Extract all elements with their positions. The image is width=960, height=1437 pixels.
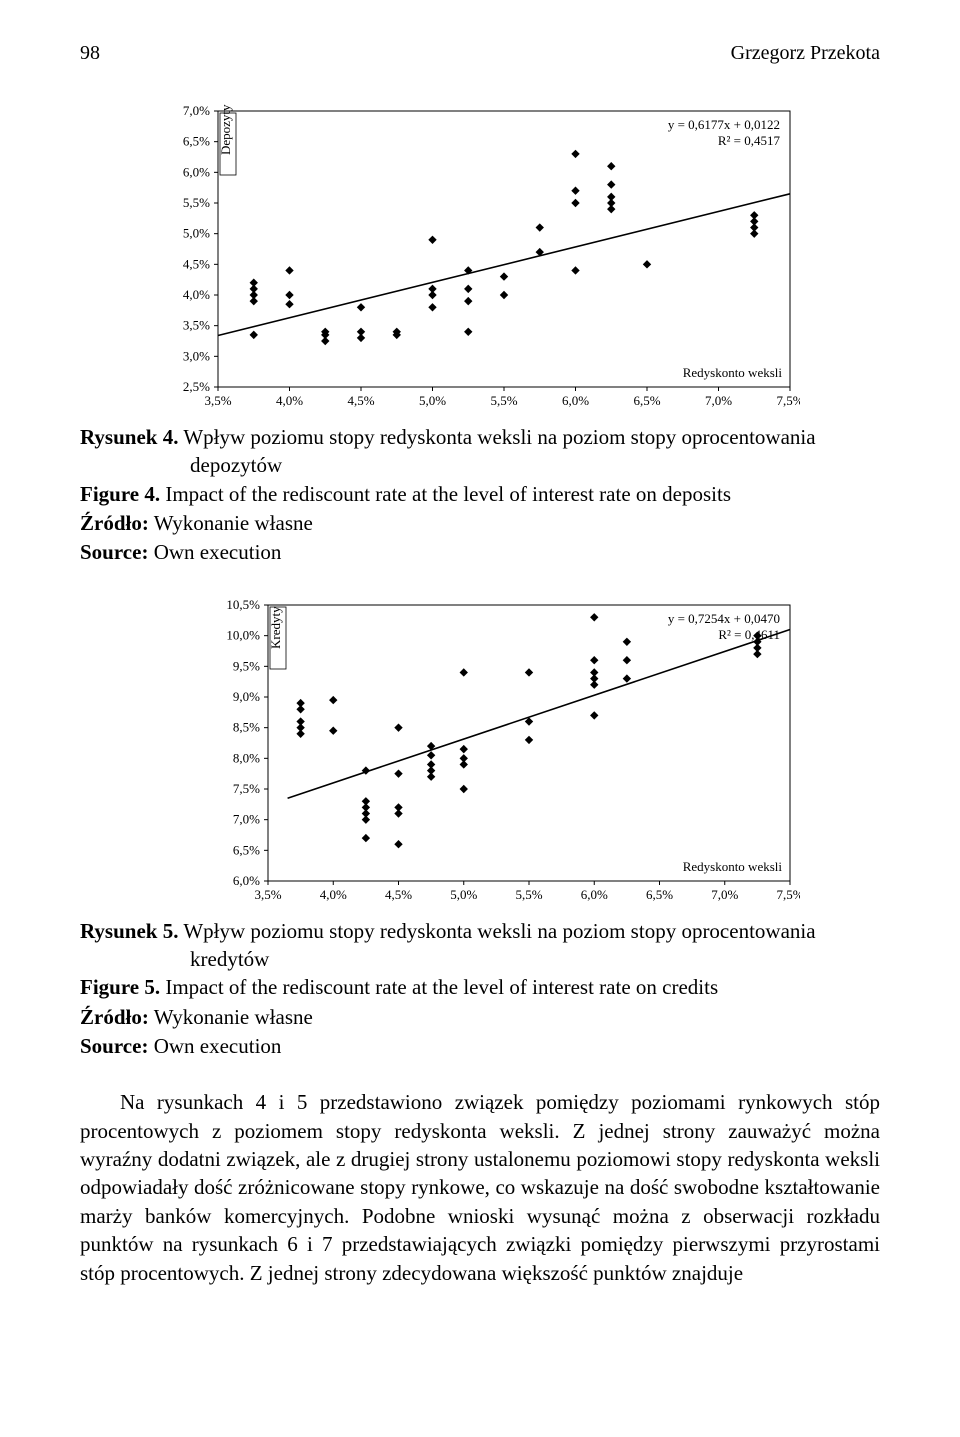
svg-text:Redyskonto weksli: Redyskonto weksli: [683, 859, 783, 874]
svg-text:7,5%: 7,5%: [233, 781, 260, 796]
svg-text:4,0%: 4,0%: [320, 887, 347, 902]
source-pl-4-text: Wykonanie własne: [149, 511, 313, 535]
header-author: Grzegorz Przekota: [731, 40, 880, 67]
caption-fig4-label: Figure 4.: [80, 482, 160, 506]
svg-text:6,5%: 6,5%: [233, 842, 260, 857]
svg-text:R² = 0,4611: R² = 0,4611: [718, 627, 780, 642]
svg-text:10,0%: 10,0%: [226, 627, 260, 642]
page-number: 98: [80, 40, 100, 67]
svg-text:6,0%: 6,0%: [233, 873, 260, 888]
svg-text:9,5%: 9,5%: [233, 658, 260, 673]
svg-text:7,0%: 7,0%: [233, 811, 260, 826]
svg-text:R² = 0,4517: R² = 0,4517: [718, 133, 781, 148]
svg-text:10,5%: 10,5%: [226, 597, 260, 612]
chart-credits-svg: KredytyRedyskonto weksliy = 0,7254x + 0,…: [210, 597, 800, 907]
svg-text:5,5%: 5,5%: [490, 393, 517, 408]
caption-fig4-text: Impact of the rediscount rate at the lev…: [160, 482, 731, 506]
svg-text:4,5%: 4,5%: [183, 256, 210, 271]
source-en-5-text: Own execution: [148, 1034, 281, 1058]
svg-text:6,5%: 6,5%: [633, 393, 660, 408]
svg-text:7,0%: 7,0%: [705, 393, 732, 408]
source-pl-5: Źródło: Wykonanie własne: [80, 1003, 880, 1031]
source-pl-5-label: Źródło:: [80, 1005, 149, 1029]
source-en-4-label: Source:: [80, 540, 148, 564]
svg-text:4,0%: 4,0%: [183, 287, 210, 302]
source-en-5: Source: Own execution: [80, 1032, 880, 1060]
caption-rys4-text: Wpływ poziomu stopy redyskonta weksli na…: [178, 425, 815, 477]
caption-fig5-label: Figure 5.: [80, 975, 160, 999]
svg-text:9,0%: 9,0%: [233, 689, 260, 704]
caption-block-5: Rysunek 5. Wpływ poziomu stopy redyskont…: [80, 917, 880, 1061]
source-en-5-label: Source:: [80, 1034, 148, 1058]
svg-text:7,5%: 7,5%: [776, 393, 800, 408]
svg-text:Redyskonto weksli: Redyskonto weksli: [683, 365, 783, 380]
caption-rys5-text: Wpływ poziomu stopy redyskonta weksli na…: [178, 919, 815, 971]
svg-text:6,5%: 6,5%: [646, 887, 673, 902]
body-paragraph: Na rysunkach 4 i 5 przedstawiono związek…: [80, 1088, 880, 1286]
svg-text:3,5%: 3,5%: [204, 393, 231, 408]
svg-text:4,0%: 4,0%: [276, 393, 303, 408]
svg-text:2,5%: 2,5%: [183, 379, 210, 394]
caption-rys5: Rysunek 5. Wpływ poziomu stopy redyskont…: [80, 917, 880, 974]
svg-text:y = 0,7254x + 0,0470: y = 0,7254x + 0,0470: [668, 611, 780, 626]
svg-text:5,0%: 5,0%: [183, 226, 210, 241]
svg-text:8,0%: 8,0%: [233, 750, 260, 765]
caption-rys4: Rysunek 4. Wpływ poziomu stopy redyskont…: [80, 423, 880, 480]
svg-text:y = 0,6177x + 0,0122: y = 0,6177x + 0,0122: [668, 117, 780, 132]
chart-deposits: DepozytyRedyskonto weksliy = 0,6177x + 0…: [160, 103, 800, 413]
chart-credits: KredytyRedyskonto weksliy = 0,7254x + 0,…: [210, 597, 850, 907]
svg-text:6,5%: 6,5%: [183, 134, 210, 149]
svg-text:3,5%: 3,5%: [254, 887, 281, 902]
caption-fig5-text: Impact of the rediscount rate at the lev…: [160, 975, 718, 999]
caption-rys5-label: Rysunek 5.: [80, 919, 178, 943]
caption-fig5: Figure 5. Impact of the rediscount rate …: [80, 973, 880, 1001]
source-en-4: Source: Own execution: [80, 538, 880, 566]
source-pl-5-text: Wykonanie własne: [149, 1005, 313, 1029]
svg-text:7,0%: 7,0%: [711, 887, 738, 902]
svg-text:7,0%: 7,0%: [183, 103, 210, 118]
svg-text:6,0%: 6,0%: [183, 164, 210, 179]
svg-text:4,5%: 4,5%: [347, 393, 374, 408]
source-pl-4: Źródło: Wykonanie własne: [80, 509, 880, 537]
chart-deposits-svg: DepozytyRedyskonto weksliy = 0,6177x + 0…: [160, 103, 800, 413]
svg-text:6,0%: 6,0%: [562, 393, 589, 408]
svg-text:5,0%: 5,0%: [419, 393, 446, 408]
svg-text:5,0%: 5,0%: [450, 887, 477, 902]
caption-block-4: Rysunek 4. Wpływ poziomu stopy redyskont…: [80, 423, 880, 567]
svg-text:7,5%: 7,5%: [776, 887, 800, 902]
caption-fig4: Figure 4. Impact of the rediscount rate …: [80, 480, 880, 508]
svg-text:8,5%: 8,5%: [233, 719, 260, 734]
svg-text:4,5%: 4,5%: [385, 887, 412, 902]
svg-text:6,0%: 6,0%: [581, 887, 608, 902]
svg-text:5,5%: 5,5%: [515, 887, 542, 902]
svg-text:3,0%: 3,0%: [183, 348, 210, 363]
svg-text:3,5%: 3,5%: [183, 318, 210, 333]
source-en-4-text: Own execution: [148, 540, 281, 564]
svg-text:5,5%: 5,5%: [183, 195, 210, 210]
source-pl-4-label: Źródło:: [80, 511, 149, 535]
caption-rys4-label: Rysunek 4.: [80, 425, 178, 449]
